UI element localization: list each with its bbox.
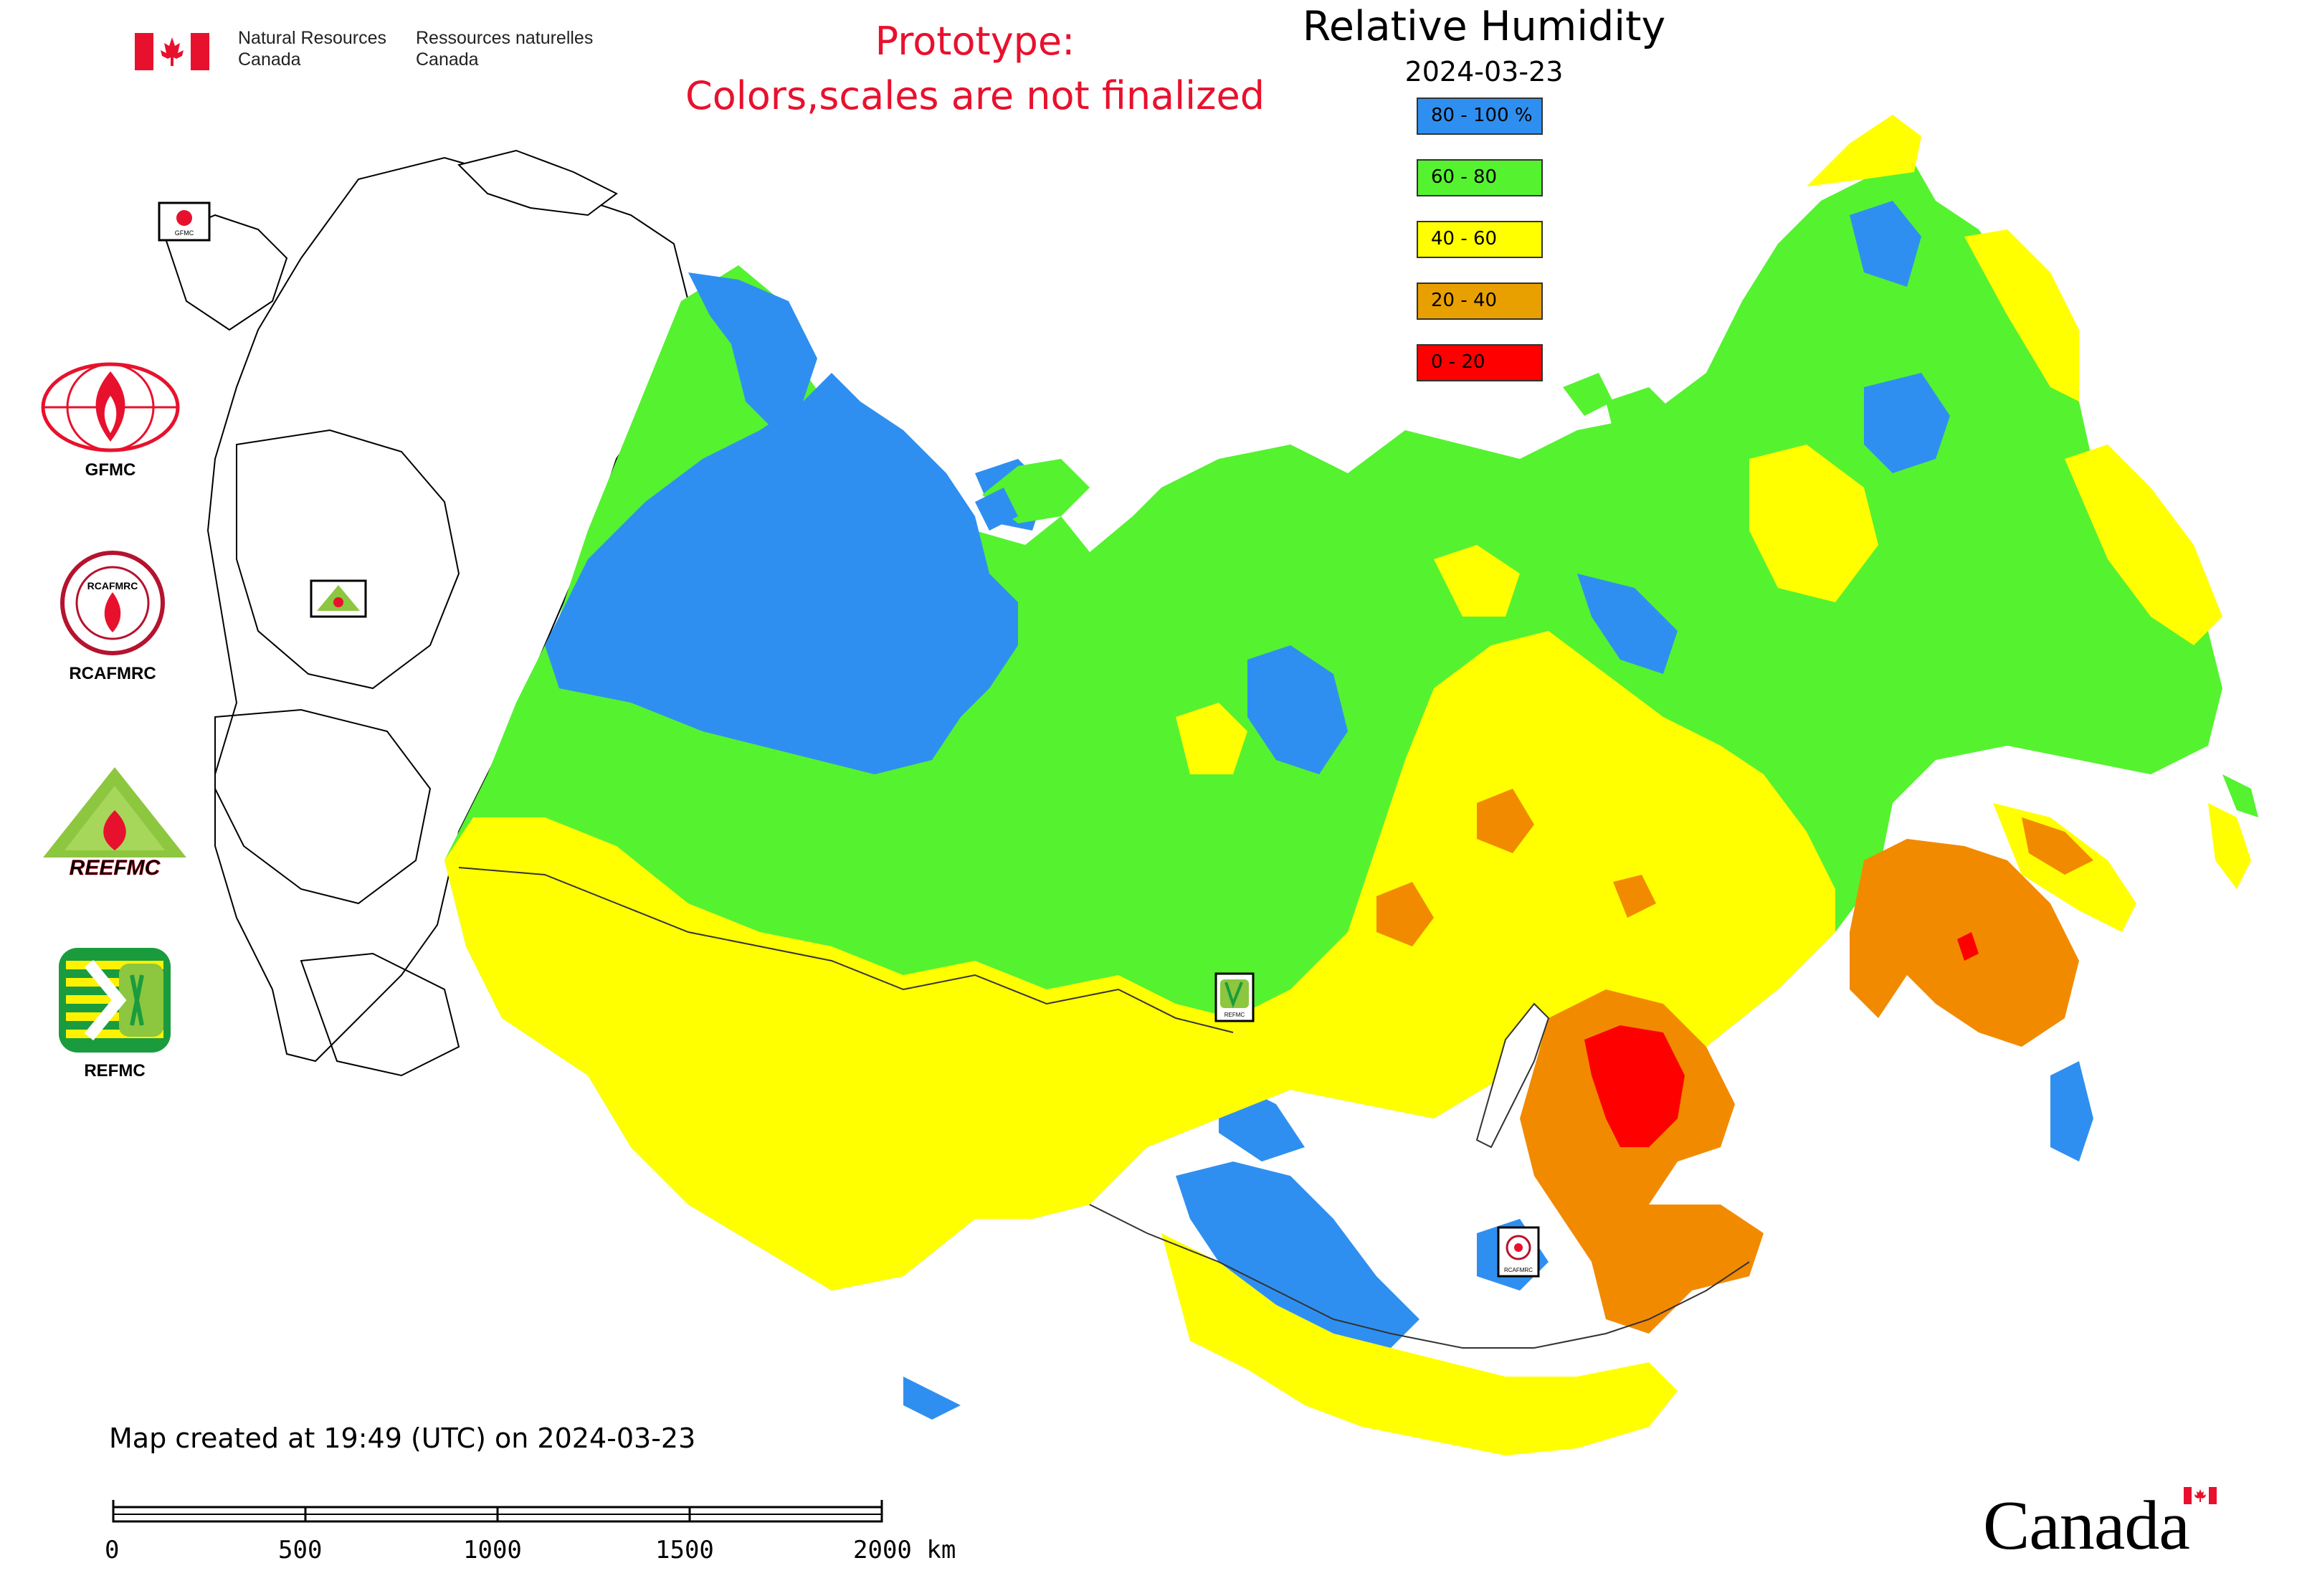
- scale-tick-1000: 1000: [463, 1536, 522, 1564]
- humidity-zone-0-20: [1584, 932, 1979, 1147]
- gfmc-map-marker: GFMC: [158, 201, 211, 242]
- legend-swatch-60-80: 60 - 80: [1417, 159, 1543, 196]
- nrcan-fr-line2: Canada: [416, 49, 479, 70]
- partner-label-refmc: REFMC: [84, 1061, 146, 1080]
- refmc-map-marker: REFMC: [1214, 972, 1255, 1022]
- rcafmrc-logo-icon: RCAFMRC: [60, 551, 165, 655]
- partner-gfmc: GFMC: [40, 361, 181, 480]
- reefmc-wordmark: REEFMC: [70, 856, 161, 879]
- legend-label: 60 - 80: [1431, 166, 1498, 188]
- legend-label: 0 - 20: [1431, 351, 1485, 373]
- partner-reefmc: REEFMC: [36, 764, 194, 882]
- humidity-zone-80-100: [545, 201, 2093, 1420]
- legend-label: 20 - 40: [1431, 290, 1498, 311]
- europe-outline: [163, 149, 690, 1077]
- arctic-islands: [975, 373, 2258, 889]
- partner-label-rcafmrc: RCAFMRC: [69, 664, 156, 683]
- reefmc-logo-icon: REEFMC: [43, 767, 186, 880]
- canada-wordmark-text: Canada: [1983, 1487, 2190, 1564]
- scale-tick-500: 500: [278, 1536, 323, 1564]
- rcafmrc-map-marker: RCAFMRC: [1497, 1226, 1540, 1278]
- legend-label: 80 - 100 %: [1431, 105, 1533, 126]
- legend-swatch-0-20: 0 - 20: [1417, 344, 1543, 381]
- nrcan-signature: Natural Resources Canada Ressources natu…: [135, 27, 601, 77]
- legend-swatch-40-60: 40 - 60: [1417, 221, 1543, 258]
- legend: 80 - 100 % 60 - 80 40 - 60 20 - 40 0 - 2…: [1417, 98, 1549, 391]
- rcafmrc-logo-text: RCAFMRC: [87, 580, 138, 592]
- partner-rcafmrc: RCAFMRC RCAFMRC: [59, 549, 166, 684]
- scale-tick-2000: 2000 km: [853, 1536, 956, 1564]
- scale-bar: 0 500 1000 1500 2000 km: [105, 1498, 968, 1577]
- map-created-note: Map created at 19:49 (UTC) on 2024-03-23: [109, 1422, 696, 1454]
- gfmc-logo-icon: [41, 362, 180, 452]
- partner-label-gfmc: GFMC: [85, 460, 136, 480]
- nrcan-fr-line1: Ressources naturelles: [416, 28, 594, 48]
- lake-baikal: [1475, 1002, 1550, 1149]
- gfmc-marker-label: GFMC: [175, 229, 194, 237]
- rcafmrc-marker-label: RCAFMRC: [1504, 1267, 1533, 1273]
- country-boundaries: [458, 867, 1750, 1349]
- reefmc-map-marker: [310, 579, 367, 618]
- prototype-line1: Prototype:: [875, 19, 1075, 64]
- refmc-logo-icon: [59, 948, 171, 1053]
- canada-flag-icon: [135, 33, 209, 70]
- legend-swatch-80-100: 80 - 100 %: [1417, 98, 1543, 135]
- map-date: 2024-03-23: [1404, 56, 1564, 87]
- scale-tick-1500: 1500: [655, 1536, 714, 1564]
- nrcan-en-line1: Natural Resources: [238, 28, 387, 48]
- partner-refmc: REFMC: [57, 946, 172, 1081]
- canada-wordmark: Canada: [1983, 1486, 2227, 1564]
- prototype-line2: Colors,scales are not finalized: [685, 73, 1265, 118]
- canada-flag-icon: [2184, 1487, 2217, 1504]
- legend-label: 40 - 60: [1431, 228, 1498, 250]
- scale-tick-0: 0: [105, 1536, 120, 1564]
- refmc-marker-label: REFMC: [1224, 1012, 1245, 1018]
- map-title: Relative Humidity: [1302, 3, 1666, 50]
- legend-swatch-20-40: 20 - 40: [1417, 282, 1543, 320]
- prototype-notice: Prototype: Colors,scales are not finaliz…: [645, 14, 1305, 123]
- nrcan-en-line2: Canada: [238, 49, 301, 70]
- scale-bar-graphic: [112, 1500, 883, 1523]
